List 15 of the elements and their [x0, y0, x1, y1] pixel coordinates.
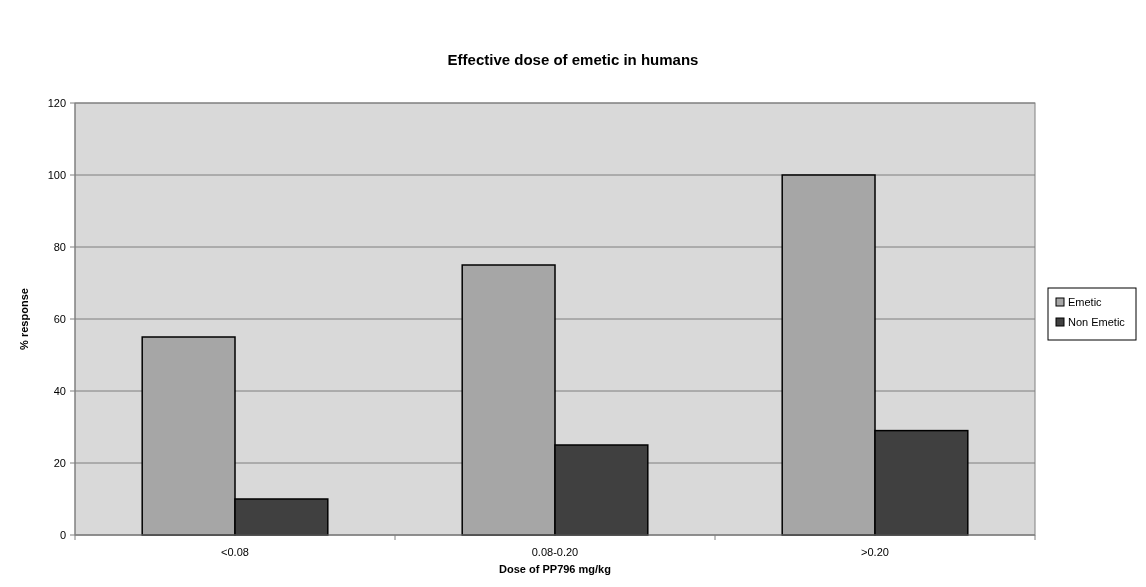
y-tick-label: 100	[47, 168, 66, 181]
x-axis-title: Dose of PP796 mg/kg	[499, 563, 611, 575]
y-tick-label: 120	[47, 96, 66, 109]
y-axis-title: % response	[18, 288, 30, 350]
y-tick-label: 60	[53, 312, 66, 325]
y-tick-label: 20	[53, 456, 66, 469]
y-tick-label: 0	[59, 528, 66, 541]
x-tick-label: 0.08-0.20	[531, 546, 579, 558]
y-tick-label: 80	[53, 240, 66, 253]
legend-label: Emetic	[1068, 295, 1103, 308]
x-tick-label: <0.08	[221, 546, 249, 558]
x-tick-label: >0.20	[861, 546, 889, 558]
chart-title: Effective dose of emetic in humans	[447, 51, 699, 68]
y-tick-label: 40	[53, 384, 66, 397]
legend-label: Non Emetic	[1068, 315, 1126, 328]
